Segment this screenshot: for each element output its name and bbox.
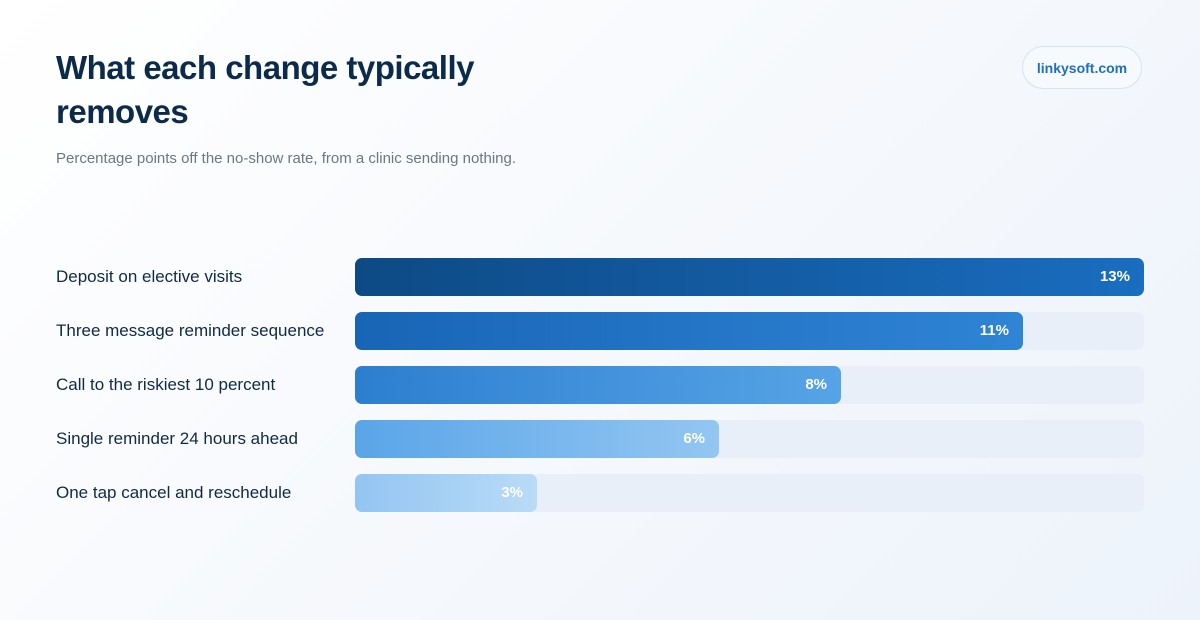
bar-category-label: Call to the riskiest 10 percent	[56, 375, 276, 394]
bar-track: 8%	[355, 366, 1144, 404]
bar-category-label: Three message reminder sequence	[56, 321, 325, 340]
bar-track: 13%	[355, 258, 1144, 296]
bar: 11%	[355, 312, 1023, 350]
bar-value-label: 6%	[683, 430, 705, 447]
bar-row: Call to the riskiest 10 percent 8%	[0, 366, 1200, 404]
bar: 13%	[355, 258, 1144, 296]
bar-track: 11%	[355, 312, 1144, 350]
chart-subtitle: Percentage points off the no-show rate, …	[56, 150, 516, 167]
bar-row: Three message reminder sequence 11%	[0, 312, 1200, 350]
bar-category-label: Deposit on elective visits	[56, 267, 243, 286]
bar-row: Deposit on elective visits 13%	[0, 258, 1200, 296]
bar: 6%	[355, 420, 719, 458]
bar-value-label: 3%	[501, 484, 523, 501]
bar-track: 6%	[355, 420, 1144, 458]
bar-category-label: Single reminder 24 hours ahead	[56, 429, 298, 448]
bar: 8%	[355, 366, 841, 404]
bar-value-label: 11%	[979, 322, 1009, 339]
bar-row: Single reminder 24 hours ahead 6%	[0, 420, 1200, 458]
bar-row: One tap cancel and reschedule 3%	[0, 474, 1200, 512]
bar-value-label: 13%	[1099, 268, 1130, 285]
bar: 3%	[355, 474, 537, 512]
bar-category-label: One tap cancel and reschedule	[56, 483, 292, 502]
brand-badge[interactable]: linkysoft.com	[1022, 46, 1142, 89]
bar-value-label: 8%	[805, 376, 827, 393]
chart-title: What each change typically removes	[56, 49, 474, 130]
bar-track: 3%	[355, 474, 1144, 512]
